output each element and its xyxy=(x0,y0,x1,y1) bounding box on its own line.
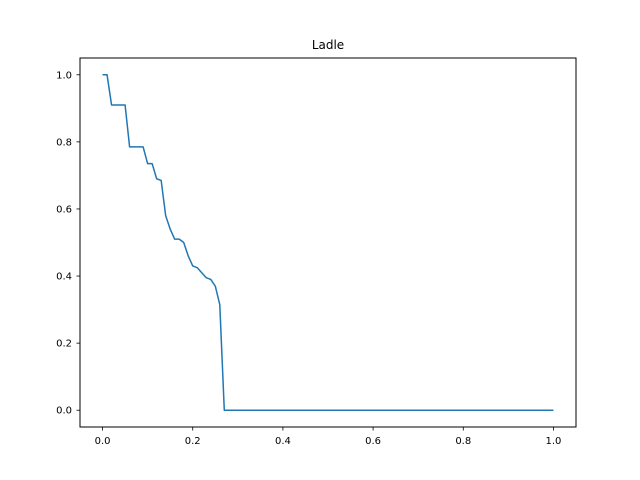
axes-frame xyxy=(79,57,577,428)
y-tick-label: 1.0 xyxy=(56,70,72,81)
y-tick-label: 0.8 xyxy=(56,137,72,148)
x-tick-label: 0.6 xyxy=(365,436,381,447)
plot-area: 0.0 0.2 0.4 0.6 0.8 1.0 0.0 0.2 0.4 0.6 0.8 1.0 xyxy=(56,70,561,447)
x-tick-label: 0.0 xyxy=(95,436,111,447)
y-tick-label: 0.6 xyxy=(56,204,72,215)
y-tick-label: 0.2 xyxy=(56,339,72,350)
x-tick-label: 0.8 xyxy=(455,436,471,447)
x-tick-label: 0.4 xyxy=(275,436,291,447)
series-line-0 xyxy=(102,74,554,411)
y-tick-label: 0.0 xyxy=(56,406,72,417)
y-tick-label: 0.4 xyxy=(56,272,72,283)
chart-title: Ladle xyxy=(312,38,344,52)
x-tick-label: 1.0 xyxy=(546,436,562,447)
x-tick-label: 0.2 xyxy=(185,436,201,447)
